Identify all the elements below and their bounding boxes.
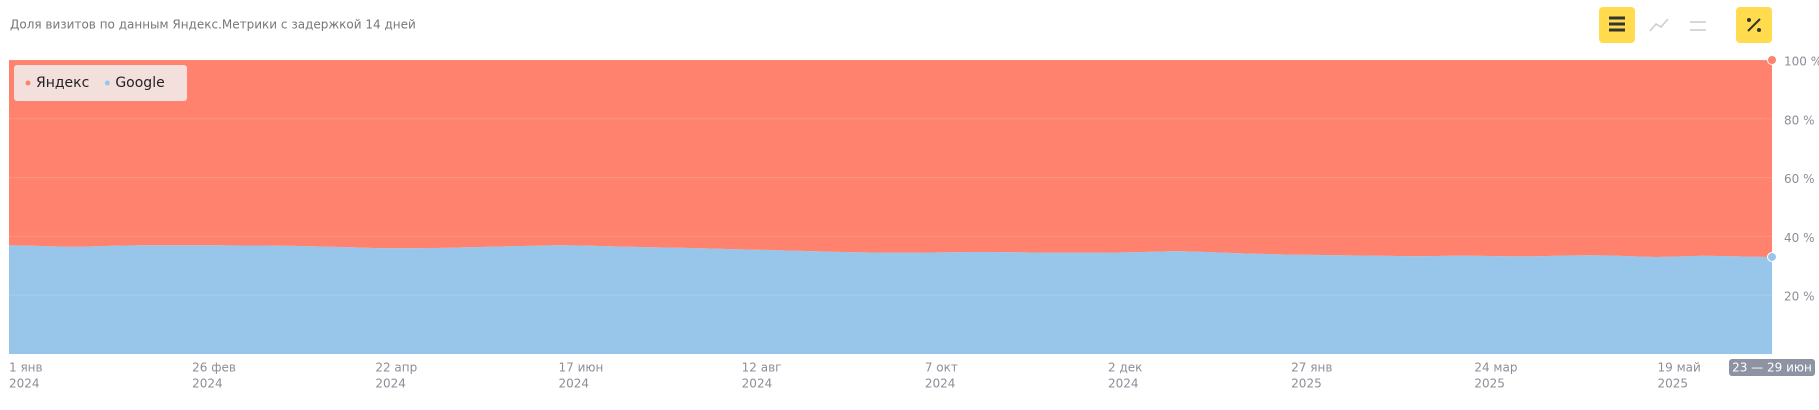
x-tick-label: 2 дек xyxy=(1108,361,1142,375)
x-tick-year: 2024 xyxy=(925,377,956,391)
current-period-box xyxy=(1729,359,1815,376)
x-tick-year: 2024 xyxy=(9,377,40,391)
percent-icon xyxy=(1747,18,1751,22)
toolbar xyxy=(1599,7,1772,43)
y-tick-label: 80 % xyxy=(1784,113,1815,127)
legend-box xyxy=(14,65,187,101)
x-tick-label: 7 окт xyxy=(925,361,958,375)
x-tick-year: 2024 xyxy=(192,377,223,391)
x-tick-label: 17 июн xyxy=(559,361,604,375)
legend-marker xyxy=(25,80,31,86)
legend-marker xyxy=(104,80,110,86)
percent-icon xyxy=(1747,18,1761,32)
x-tick-year: 2025 xyxy=(1291,377,1322,391)
x-tick-label: 23 — 29 июн xyxy=(1732,361,1812,375)
x-tick-label: 26 фев xyxy=(192,361,236,375)
y-tick-label: 20 % xyxy=(1784,290,1815,304)
y-tick-label: 40 % xyxy=(1784,231,1815,245)
legend: Яндекс Google xyxy=(14,65,187,101)
area xyxy=(9,60,1772,257)
x-tick-label: 12 авг xyxy=(742,361,782,375)
end-point xyxy=(1767,55,1777,65)
y-tick-label: 100 % xyxy=(1784,55,1819,69)
chart-title: Доля визитов по данным Яндекс.Метрики с … xyxy=(10,18,416,32)
stacked-icon xyxy=(1609,16,1625,32)
area-button[interactable] xyxy=(1690,21,1706,31)
x-tick-year: 2024 xyxy=(375,377,406,391)
legend-text: Google xyxy=(115,75,164,91)
legend-text: Яндекс xyxy=(36,75,89,91)
x-tick-label: 19 май xyxy=(1658,361,1701,375)
y-tick-label: 60 % xyxy=(1784,172,1815,186)
x-tick-label: 27 янв xyxy=(1291,361,1332,375)
current-period: 23 — 29 июн xyxy=(1729,359,1815,376)
x-tick-year: 2024 xyxy=(1108,377,1139,391)
x-tick-year: 2025 xyxy=(1658,377,1689,391)
line-button[interactable] xyxy=(1649,18,1669,32)
percent-icon xyxy=(1757,28,1761,32)
x-tick-label: 1 янв xyxy=(9,361,43,375)
x-tick-label: 24 мар xyxy=(1474,361,1517,375)
x-tick-year: 2024 xyxy=(742,377,773,391)
plot xyxy=(9,59,1772,354)
end-point xyxy=(1767,251,1777,262)
x-tick-label: 22 апр xyxy=(375,361,417,375)
x-tick-year: 2025 xyxy=(1474,377,1505,391)
x-tick-year: 2024 xyxy=(559,377,590,391)
area xyxy=(9,245,1772,354)
